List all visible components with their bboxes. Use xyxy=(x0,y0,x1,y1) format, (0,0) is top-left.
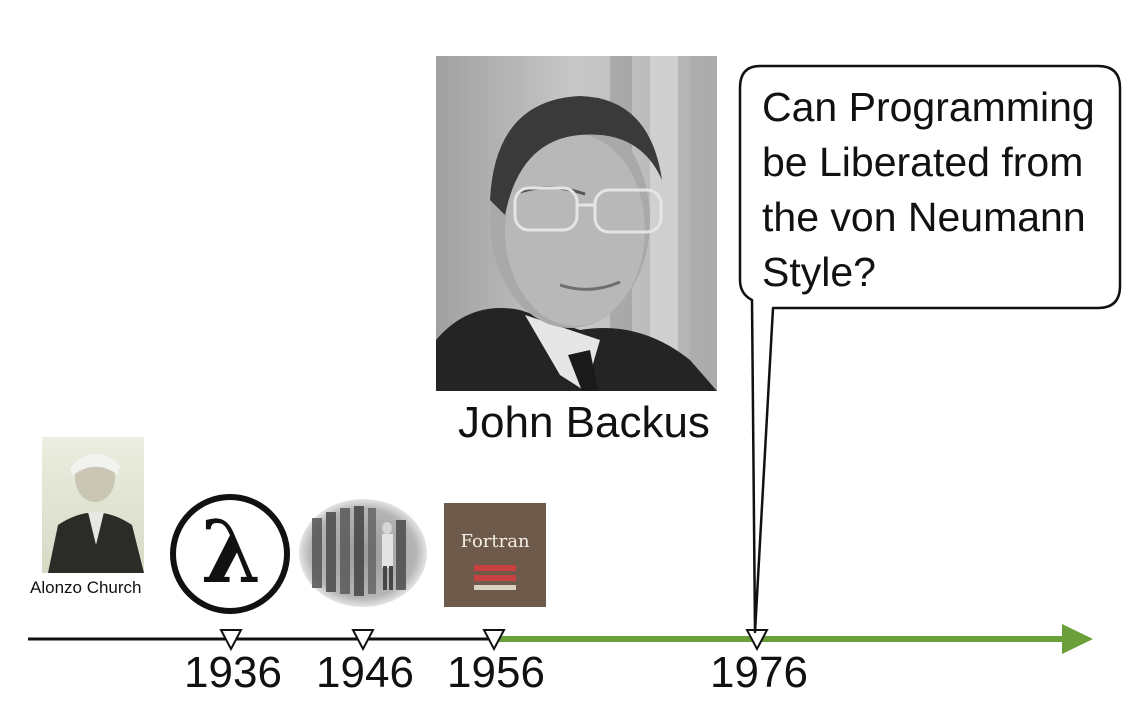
fortran-title: Fortran xyxy=(460,531,530,552)
year-label-1936: 1936 xyxy=(184,648,282,697)
fortran-manual: Fortran xyxy=(444,503,546,607)
year-label-1956: 1956 xyxy=(447,648,545,697)
lambda-symbol: λ xyxy=(200,502,262,603)
year-label-1946: 1946 xyxy=(316,648,414,697)
alonzo-church-caption: Alonzo Church xyxy=(30,578,142,597)
eniac-photo xyxy=(299,499,427,607)
tick-1936 xyxy=(219,629,243,652)
year-label-1976: 1976 xyxy=(710,648,808,697)
lambda-circle xyxy=(170,494,290,614)
tick-1946 xyxy=(351,629,375,652)
john-backus-caption: John Backus xyxy=(458,398,710,447)
speech-bubble xyxy=(738,64,1122,634)
timeline-arrowhead xyxy=(1062,624,1093,654)
alonzo-church-photo xyxy=(42,437,144,573)
john-backus-photo xyxy=(436,56,717,391)
tick-1976 xyxy=(745,629,769,652)
tick-1956 xyxy=(482,629,506,652)
speech-bubble-text: Can Programming be Liberated from the vo… xyxy=(762,84,1095,295)
